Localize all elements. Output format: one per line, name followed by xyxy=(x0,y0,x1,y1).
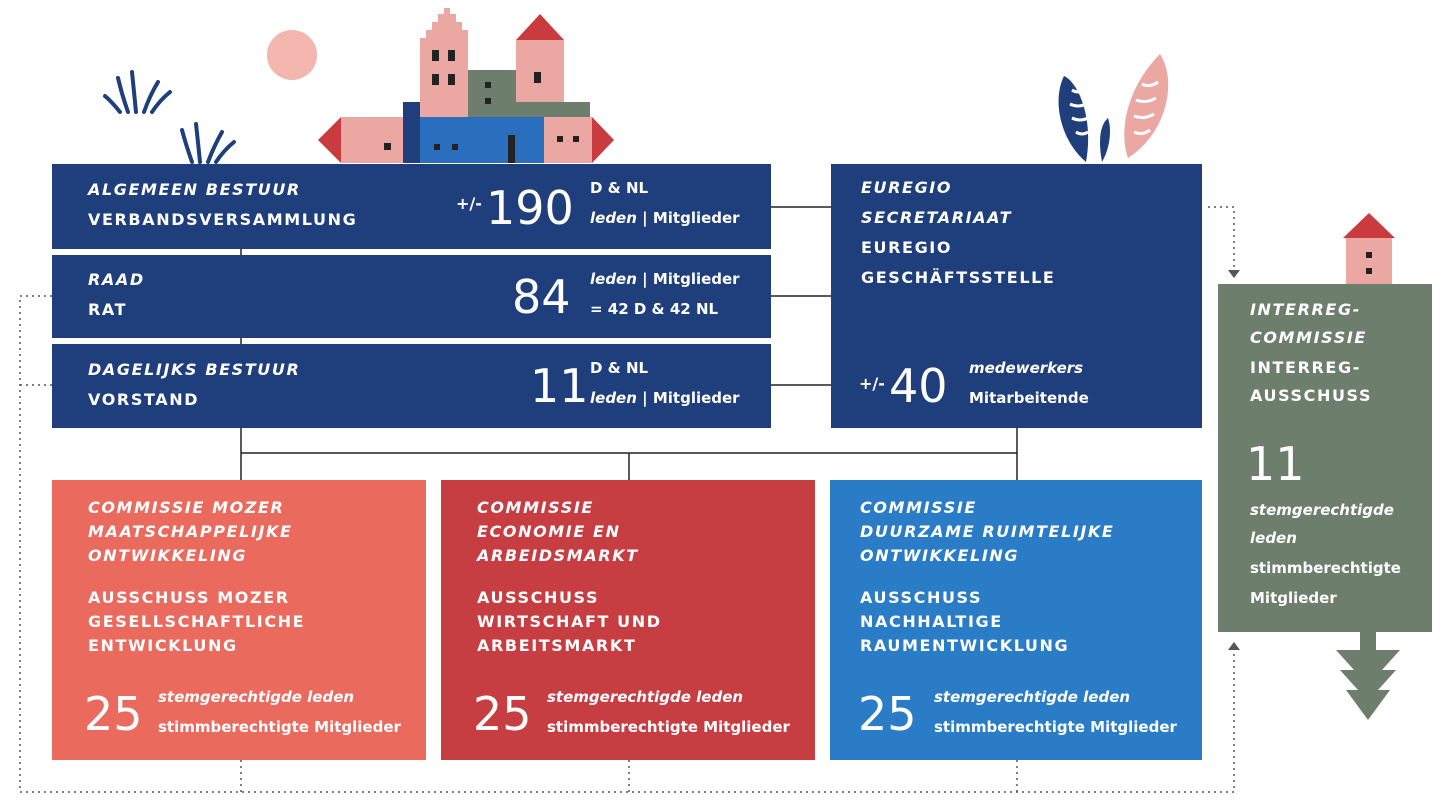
plant-icon xyxy=(1058,54,1169,162)
algemeen-detail-2: leden | Mitglieder xyxy=(590,209,740,227)
commission-members-de: stimmberechtigte Mitglieder xyxy=(934,718,1177,736)
commission-title-de-3: ENTWICKLUNG xyxy=(88,636,238,655)
commission-title-de-2: NACHHALTIGE xyxy=(860,612,1003,631)
raad-detail-2: = 42 D & 42 NL xyxy=(590,300,719,318)
dotted-connectors xyxy=(19,206,1235,793)
grass-icon xyxy=(103,70,236,164)
dagelijks-title-nl: DAGELIJKS BESTUUR xyxy=(88,360,301,379)
commission-title-de-3: ARBEITSMARKT xyxy=(477,636,637,655)
commission-members-nl: stemgerechtigde leden xyxy=(934,688,1131,706)
commission-title-de-2: GESELLSCHAFTLICHE xyxy=(88,612,306,631)
commission-box-ruimtelijke: COMMISSIE DUURZAME RUIMTELIJKE ONTWIKKEL… xyxy=(830,480,1202,760)
commission-count: 25 xyxy=(84,687,143,741)
algemeen-count: 190 xyxy=(486,181,574,235)
commission-title-nl-2: MAATSCHAPPELIJKE xyxy=(88,522,293,541)
secretariaat-line-1: EUREGIO xyxy=(861,178,953,197)
interreg-count: 11 xyxy=(1246,437,1305,491)
commission-members-de: stimmberechtigte Mitglieder xyxy=(158,718,401,736)
solid-connectors xyxy=(240,206,1018,480)
sun-icon xyxy=(267,30,317,80)
commission-title-nl-2: ECONOMIE EN xyxy=(477,522,621,541)
arrow-heads xyxy=(1228,270,1240,650)
dagelijks-detail-1: D & NL xyxy=(590,359,649,377)
interreg-members-nl-2: leden xyxy=(1250,529,1297,547)
commission-members-nl: stemgerechtigde leden xyxy=(158,688,355,706)
algemeen-prefix: +/- xyxy=(456,194,482,213)
dagelijks-bestuur-box: DAGELIJKS BESTUUR VORSTAND 11 D & NL led… xyxy=(52,344,771,428)
commission-title-de-1: AUSSCHUSS xyxy=(477,588,600,607)
interreg-box: INTERREG- COMMISSIE INTERREG- AUSSCHUSS … xyxy=(1218,284,1432,632)
dagelijks-count: 11 xyxy=(530,359,589,413)
commission-count: 25 xyxy=(473,687,532,741)
secretariaat-count: 40 xyxy=(889,359,948,413)
raad-detail-1: leden | Mitglieder xyxy=(590,270,740,288)
secretariaat-line-4: GESCHÄFTSSTELLE xyxy=(861,268,1056,287)
commission-box-economie: COMMISSIE ECONOMIE EN ARBEIDSMARKT AUSSC… xyxy=(441,480,815,760)
raad-count: 84 xyxy=(512,270,571,324)
commission-title-nl-1: COMMISSIE xyxy=(477,498,594,517)
secretariaat-staff-de: Mitarbeitende xyxy=(969,389,1089,407)
algemeen-detail-1: D & NL xyxy=(590,179,649,197)
commission-title-nl-3: ONTWIKKELING xyxy=(860,546,1020,565)
algemeen-title-de: VERBANDSVERSAMMLUNG xyxy=(88,210,358,229)
commission-title-nl-2: DUURZAME RUIMTELIJKE xyxy=(860,522,1115,541)
interreg-members-de-1: stimmberechtigte xyxy=(1250,559,1401,577)
raad-title-nl: RAAD xyxy=(88,270,145,289)
algemeen-bestuur-box: ALGEMEEN BESTUUR VERBANDSVERSAMMLUNG +/-… xyxy=(52,164,771,249)
commission-box-mozer: COMMISSIE MOZER MAATSCHAPPELIJKE ONTWIKK… xyxy=(52,480,426,760)
commission-title-nl-1: COMMISSIE xyxy=(860,498,977,517)
commission-members-nl: stemgerechtigde leden xyxy=(547,688,744,706)
interreg-members-de-2: Mitglieder xyxy=(1250,589,1337,607)
tree-icon xyxy=(1336,632,1400,720)
commission-title-de-3: RAUMENTWICKLUNG xyxy=(860,636,1070,655)
secretariaat-prefix: +/- xyxy=(859,374,885,393)
dagelijks-title-de: VORSTAND xyxy=(88,390,200,409)
interreg-members-nl-1: stemgerechtigde xyxy=(1250,501,1394,519)
house-icon xyxy=(1343,213,1395,284)
interreg-title-nl-1: INTERREG- xyxy=(1250,300,1361,319)
commission-title-nl-3: ARBEIDSMARKT xyxy=(477,546,639,565)
town-illustration xyxy=(318,8,614,163)
raad-title-de: RAT xyxy=(88,300,128,319)
dagelijks-detail-2: leden | Mitglieder xyxy=(590,389,740,407)
algemeen-title-nl: ALGEMEEN BESTUUR xyxy=(88,180,301,199)
secretariaat-staff-nl: medewerkers xyxy=(969,359,1084,377)
secretariaat-line-2: SECRETARIAAT xyxy=(861,208,1013,227)
interreg-title-de-1: INTERREG- xyxy=(1250,358,1361,377)
commission-title-nl-1: COMMISSIE MOZER xyxy=(88,498,285,517)
commission-title-de-1: AUSSCHUSS xyxy=(860,588,983,607)
secretariaat-line-3: EUREGIO xyxy=(861,238,953,257)
interreg-title-nl-2: COMMISSIE xyxy=(1250,328,1367,347)
interreg-title-de-2: AUSSCHUSS xyxy=(1250,386,1373,405)
commission-title-de-2: WIRTSCHAFT UND xyxy=(477,612,662,631)
commission-count: 25 xyxy=(858,687,917,741)
raad-box: RAAD RAT 84 leden | Mitglieder = 42 D & … xyxy=(52,255,771,338)
commission-members-de: stimmberechtigte Mitglieder xyxy=(547,718,790,736)
secretariaat-box: EUREGIO SECRETARIAAT EUREGIO GESCHÄFTSST… xyxy=(831,164,1202,428)
commission-title-nl-3: ONTWIKKELING xyxy=(88,546,248,565)
commission-title-de-1: AUSSCHUSS MOZER xyxy=(88,588,290,607)
